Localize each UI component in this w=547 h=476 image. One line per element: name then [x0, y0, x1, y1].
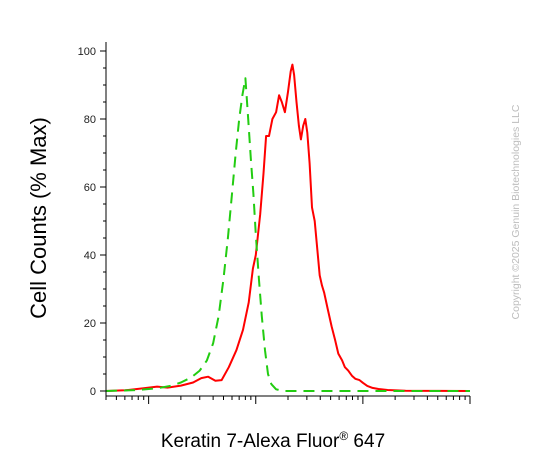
y-tick-label: 20: [84, 318, 96, 330]
x-axis-title-main: Keratin 7-Alexa Fluor: [161, 431, 340, 452]
axes-layer: [100, 42, 471, 404]
y-tick-label: 60: [84, 182, 96, 194]
control-histogram-line: [105, 77, 470, 392]
y-tick-label: 80: [84, 114, 96, 126]
y-tick-label: 0: [90, 386, 96, 398]
y-tick-label: 100: [78, 46, 96, 58]
series-layer: [105, 63, 471, 392]
x-axis-title: Keratin 7-Alexa Fluor® 647: [161, 429, 385, 452]
y-tick-labels: 0 20 40 60 80 100: [78, 46, 96, 398]
y-axis-title: Cell Counts (% Max): [26, 117, 51, 319]
x-axis-title-registered-mark: ®: [339, 429, 348, 443]
copyright-watermark: Copyright ©2025 Genuin Biotechnologies L…: [510, 104, 522, 319]
sample-histogram-line: [105, 63, 471, 392]
y-tick-label: 40: [84, 250, 96, 262]
x-axis-title-suffix: 647: [348, 431, 385, 452]
